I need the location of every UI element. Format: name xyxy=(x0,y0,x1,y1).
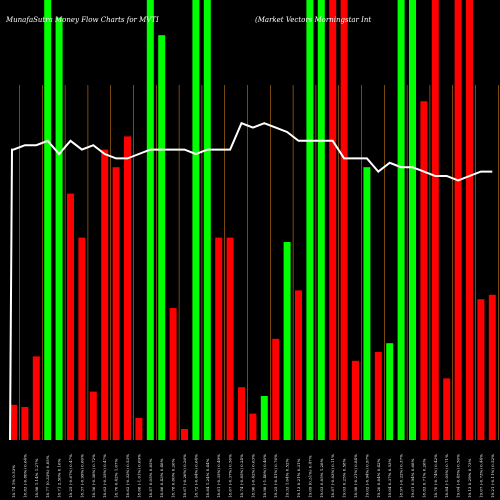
tick-label: 18.37 (-0.99%) 0.60% xyxy=(79,454,84,498)
tick-label: 18.87 0.05% 0.85% xyxy=(148,458,153,498)
tick-label: 18.71 2.50% 0.16% xyxy=(57,458,62,498)
flow-bar xyxy=(409,0,416,440)
tick-label: 18.70 (-0.74%) 0.42% xyxy=(433,454,438,498)
flow-bar xyxy=(260,396,268,440)
price-line xyxy=(9,121,493,441)
flow-bar xyxy=(21,407,29,440)
tick-label: 18.74 1% 0.53% xyxy=(11,465,16,498)
tick-label: 18.72 (-0.64%) 0.64% xyxy=(193,454,198,498)
tick-label: 19.33 1.04% 0.52% xyxy=(285,458,290,498)
flow-bar xyxy=(158,35,166,440)
flow-bar xyxy=(146,0,154,440)
flow-bar xyxy=(192,0,200,440)
tick-label: 18.98 1.14% 1.27% xyxy=(34,458,39,498)
tick-label: 18.98 (-0.21%) 0.84% xyxy=(353,454,358,498)
flow-bar xyxy=(374,352,382,440)
flow-bar xyxy=(488,294,496,440)
tick-label: 18.63 (-0.35%) 0.47% xyxy=(102,454,107,498)
tick-label: 18.56 (-0.38%) 0.72% xyxy=(91,454,96,498)
tick-label: 18.98 (-1.40%) 0.40% xyxy=(262,454,267,498)
tick-label: 19.01 0.94% 0.68% xyxy=(410,458,415,498)
flow-bar xyxy=(135,418,143,440)
flow-bar xyxy=(295,290,302,440)
chart-title: MunafaSutra Money Flow Charts for MVTI xyxy=(5,16,159,24)
flow-bar xyxy=(249,413,257,440)
tick-label: 19.03 0.85% 1.28% xyxy=(319,458,324,498)
tick-label: 19.13 0.29% 0.73% xyxy=(467,458,472,498)
flow-bar xyxy=(238,387,245,440)
flow-bar xyxy=(397,0,405,440)
tick-label: 19.25 (-0.41%) 0.76% xyxy=(273,454,278,498)
flow-bar xyxy=(169,308,177,440)
tick-label: 18.61 (-0.35%) 0.49% xyxy=(216,454,221,498)
chart-subtitle: (Market Vectors Morningstar Int xyxy=(255,16,371,24)
flow-bar xyxy=(181,429,188,440)
tick-label: 19.13 0.21% 0.31% xyxy=(296,458,301,498)
flow-bar xyxy=(67,193,74,440)
flow-bar xyxy=(386,343,394,440)
tick-label: 18.97 (-0.22%) 0.37% xyxy=(399,454,404,498)
tick-label: 18.84 (-1.05%) 0.71% xyxy=(444,454,449,498)
tick-label: 18.70 0.42% 1.07% xyxy=(114,458,119,498)
tick-label: 18.83 (-0.80%) 0.64% xyxy=(22,454,27,498)
flow-bar xyxy=(226,237,234,440)
flow-bar xyxy=(89,391,97,440)
tick-label: 18.87 (-0.83%) 0.11% xyxy=(330,454,335,498)
flow-bar xyxy=(466,0,473,440)
flow-bar xyxy=(203,0,211,440)
tick-label: 18.68 (-1.01%) 0.69% xyxy=(136,454,141,498)
flow-bar xyxy=(363,167,371,440)
tick-label: 18.77 (0.33%) 0.85% xyxy=(45,455,50,498)
flow-bar xyxy=(454,0,462,440)
tick-label: 18.90 (-0.42%) 0.63% xyxy=(250,454,255,498)
tick-label: 18.62 (-0.32%) 0.53% xyxy=(125,454,130,498)
tick-label: 19.02 (-0.94%) 0.97% xyxy=(364,454,369,498)
flow-bar xyxy=(101,149,109,440)
tick-label: 19.20 0.84% 0.42% xyxy=(376,458,381,498)
flow-bar xyxy=(306,0,314,440)
flow-bar xyxy=(112,167,120,440)
tick-label: 18.74 (-0.85%) 0.24% xyxy=(239,454,244,498)
tick-label: 19.21 (-0.11%) 0.52% xyxy=(490,454,495,498)
flow-bar xyxy=(283,242,291,440)
flow-bar xyxy=(477,299,485,440)
tick-label: 19.03 0.25% 0.58% xyxy=(342,458,347,498)
flow-bar xyxy=(329,0,337,440)
tick-label: 19.07 (-0.73%) 0.44% xyxy=(478,454,483,498)
flow-bar xyxy=(78,237,86,440)
flow-bar xyxy=(124,136,131,440)
flow-bar xyxy=(32,356,40,440)
tick-label: 18.78 0.60% 0.26% xyxy=(171,458,176,498)
flow-bar xyxy=(317,0,325,440)
tick-label: 19.09 (0.31%) 0.47% xyxy=(307,455,312,498)
flow-bar xyxy=(431,0,439,440)
flow-bar xyxy=(44,0,52,440)
tick-label: 18.67 (-0.26%) 0.26% xyxy=(182,454,187,498)
tick-label: 19.04 (-0.45%) 0.50% xyxy=(456,454,461,498)
tick-label: 18.67 (-0.37%) 0.56% xyxy=(228,454,233,498)
flow-bar xyxy=(443,378,451,440)
flow-bar xyxy=(215,237,223,440)
flow-bar xyxy=(420,101,428,440)
tick-label: 18.84 1.24% 0.44% xyxy=(205,458,210,498)
flow-bar xyxy=(340,0,348,440)
tick-label: 18.25 (-0.67%) 0.47% xyxy=(68,454,73,498)
tick-label: 19.04 0.37% 0.53% xyxy=(387,458,392,498)
flow-bar xyxy=(272,338,280,440)
flow-bar xyxy=(55,17,63,440)
tick-label: 18.83 0.71% 0.26% xyxy=(421,458,426,498)
flow-bar xyxy=(10,404,17,440)
flow-bar xyxy=(352,360,359,440)
tick-label: 18.86 0.43% 0.48% xyxy=(159,458,164,498)
